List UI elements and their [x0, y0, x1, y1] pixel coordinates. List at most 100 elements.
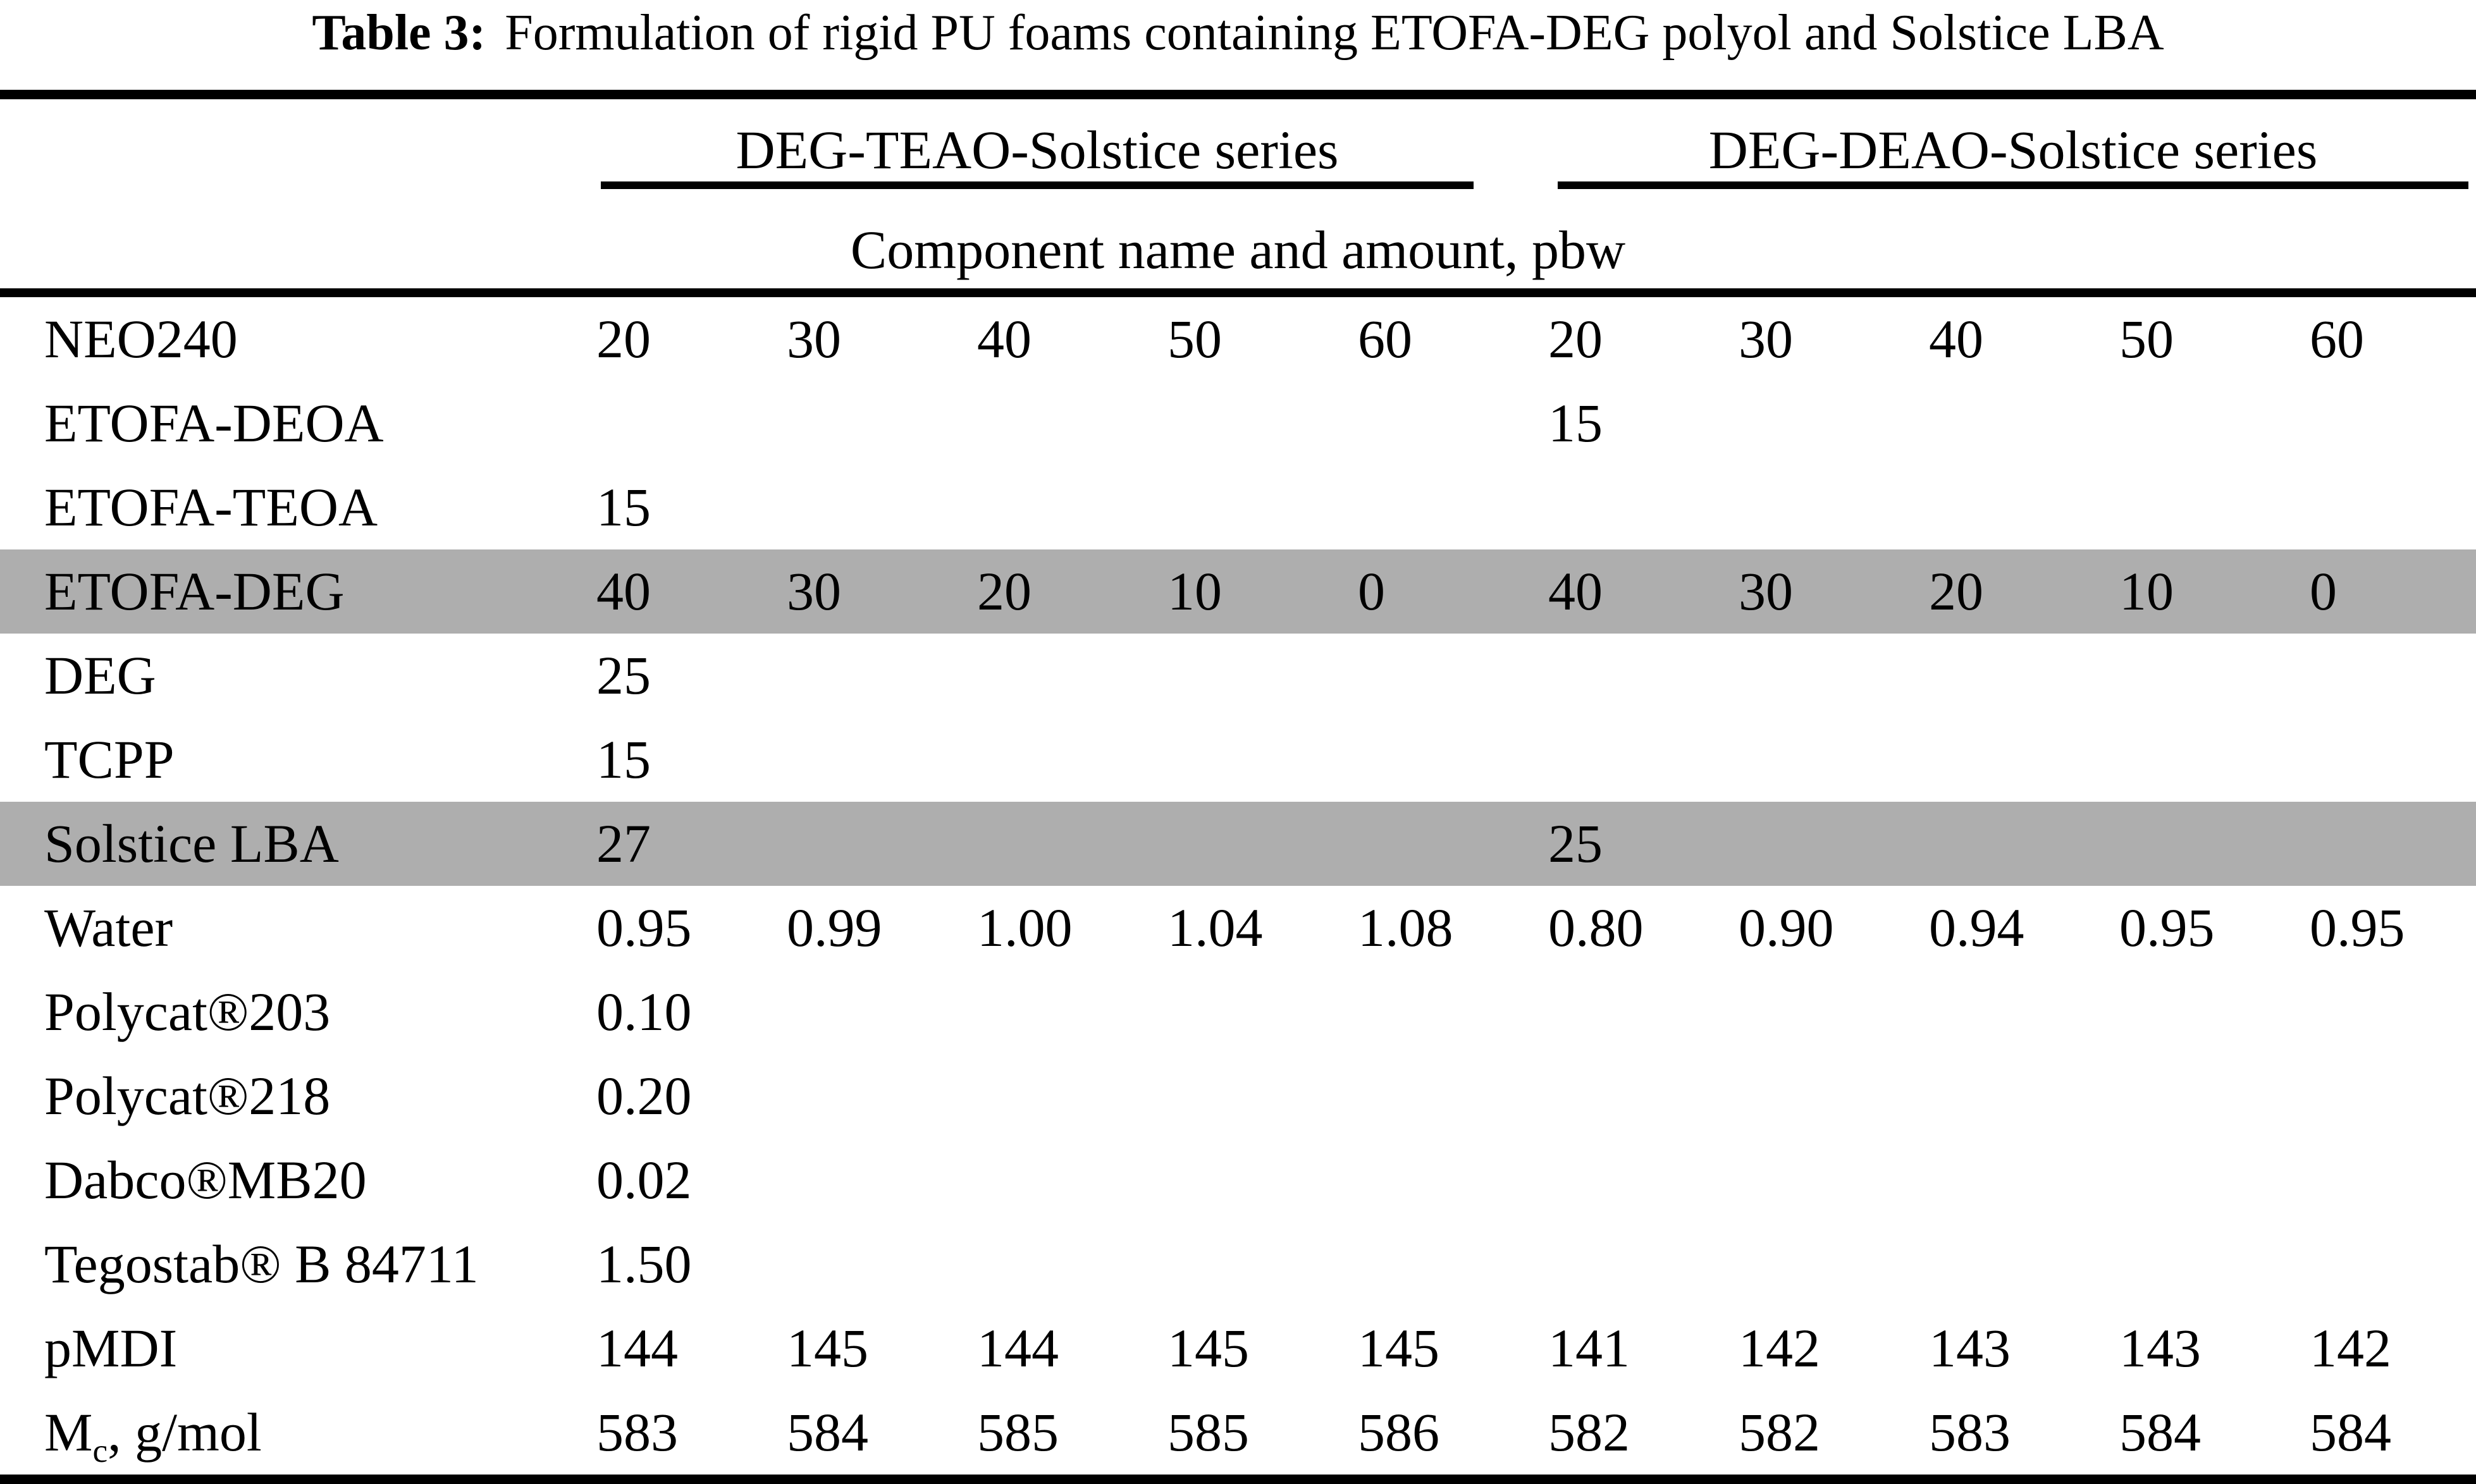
value-cell [763, 1054, 953, 1138]
value-cell [1905, 718, 2095, 802]
value-cell: 584 [787, 1402, 868, 1463]
formulation-table: DEG-TEAO-Solstice series DEG-DEAO-Solsti… [0, 90, 2476, 1484]
value-cell [1143, 465, 1334, 549]
value-cell: 144 [977, 1318, 1059, 1378]
value-cell [763, 1222, 953, 1306]
table-row: Mc, g/mol 583 584 585 585 586 582 582 583 584 584 [0, 1390, 2476, 1480]
value-cell: 1.08 [1358, 897, 1453, 958]
value-cell: 1.50 [596, 1234, 692, 1294]
value-cell [953, 802, 1143, 886]
value-cell: 583 [1929, 1402, 2011, 1463]
value-cell: 60 [2310, 309, 2365, 369]
subheader-cell: Component name and amount, pbw [0, 189, 2476, 297]
value-cell: 0.99 [787, 897, 882, 958]
value-cell [1715, 802, 1906, 886]
value-cell [1334, 1222, 1524, 1306]
series-header-deao: DEG-DEAO-Solstice series [1524, 95, 2476, 189]
value-cell: 586 [1358, 1402, 1439, 1463]
value-cell [763, 634, 953, 718]
value-cell: 0.90 [1739, 897, 1834, 958]
value-cell: 142 [2310, 1318, 2392, 1378]
value-cell: 30 [763, 549, 953, 634]
value-cell [1524, 465, 1715, 549]
table-caption-text: Formulation of rigid PU foams containing… [505, 5, 2164, 61]
value-cell: 50 [1167, 309, 1222, 369]
value-cell [2286, 718, 2476, 802]
value-cell [1143, 1138, 1334, 1222]
value-cell [953, 1222, 1143, 1306]
value-cell: 0.10 [596, 981, 692, 1042]
value-cell [2286, 1138, 2476, 1222]
value-cell [1334, 802, 1525, 886]
table-body: NEO240 20 30 40 50 60 20 30 40 50 60 ETOFA-DEOA 15 ET… [0, 293, 2476, 1480]
value-cell [1905, 1222, 2095, 1306]
row-label: Dabco®MB20 [44, 1150, 367, 1210]
value-cell [1143, 802, 1334, 886]
value-cell [1524, 718, 1715, 802]
value-cell [1524, 1138, 1715, 1222]
value-cell [1905, 802, 2096, 886]
row-label: Polycat®203 [44, 981, 331, 1042]
value-cell: 141 [1548, 1318, 1630, 1378]
value-cell: 0.80 [1548, 897, 1644, 958]
table-row: pMDI 144 145 144 145 145 141 142 143 143 142 [0, 1306, 2476, 1390]
value-cell: 10 [2095, 549, 2286, 634]
value-cell [1143, 634, 1334, 718]
value-cell [2286, 465, 2476, 549]
value-cell [2095, 1054, 2286, 1138]
table-row: Solstice LBA 27 25 [0, 802, 2476, 886]
value-cell: 583 [596, 1402, 678, 1463]
row-label: DEG [44, 645, 156, 706]
row-label: Solstice LBA [0, 802, 572, 886]
value-cell [2095, 1222, 2286, 1306]
table-row: Polycat®203 0.10 [0, 970, 2476, 1054]
value-cell [1715, 718, 1905, 802]
value-cell: 0.95 [596, 897, 692, 958]
value-cell [2095, 634, 2286, 718]
value-cell: 0.20 [596, 1065, 692, 1126]
value-cell: 10 [1143, 549, 1334, 634]
value-cell: 15 [596, 477, 651, 537]
value-cell [1715, 465, 1905, 549]
value-cell: 584 [2119, 1402, 2202, 1463]
value-cell: 20 [1548, 309, 1603, 369]
value-cell: 142 [1739, 1318, 1821, 1378]
series-header-teao-label: DEG-TEAO-Solstice series [601, 118, 1474, 189]
table-row: ETOFA-DEG 40 30 20 10 0 40 30 20 10 0 [0, 549, 2476, 634]
value-cell [763, 718, 953, 802]
value-cell: 0.95 [2119, 897, 2215, 958]
table-row: DEG 25 [0, 634, 2476, 718]
value-cell [2095, 718, 2286, 802]
value-cell [1715, 1222, 1905, 1306]
value-cell [953, 718, 1143, 802]
value-cell: 0 [1334, 549, 1525, 634]
value-cell: 25 [596, 645, 651, 706]
table-caption-number: Table 3: [312, 5, 486, 61]
table-row: Water 0.95 0.99 1.00 1.04 1.08 0.80 0.90 0.94 0.9… [0, 886, 2476, 970]
value-cell: 584 [2310, 1402, 2392, 1463]
value-cell: 40 [1524, 549, 1715, 634]
row-label: Water [44, 897, 173, 958]
table-row: ETOFA-TEOA 15 [0, 465, 2476, 549]
row-label: TCPP [44, 729, 175, 790]
value-cell: 144 [596, 1318, 678, 1378]
value-cell [2095, 465, 2286, 549]
row-label: ETOFA-TEOA [44, 477, 378, 537]
value-cell: 143 [2119, 1318, 2202, 1378]
value-cell: 25 [1524, 802, 1715, 886]
value-cell [2286, 634, 2476, 718]
value-cell [1334, 718, 1524, 802]
value-cell [1334, 970, 1524, 1054]
value-cell [1905, 970, 2095, 1054]
value-cell [2095, 381, 2286, 465]
row-label: Mc, g/mol [44, 1402, 262, 1470]
value-cell [1143, 381, 1334, 465]
value-cell [1715, 634, 1905, 718]
value-cell [763, 970, 953, 1054]
value-cell [953, 381, 1143, 465]
value-cell [953, 970, 1143, 1054]
value-cell: 27 [572, 802, 763, 886]
value-cell: 60 [1358, 309, 1412, 369]
series-header-deao-label: DEG-DEAO-Solstice series [1558, 118, 2469, 189]
